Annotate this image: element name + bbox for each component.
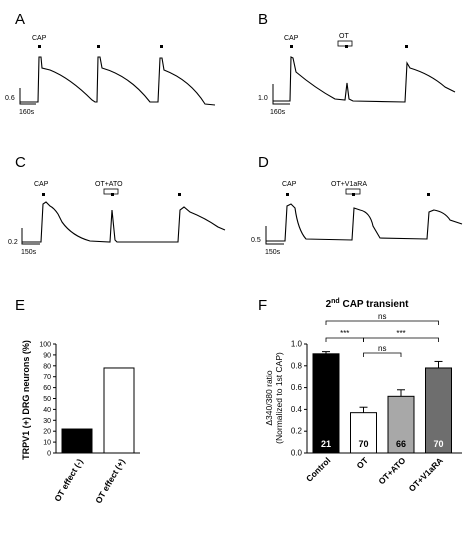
scale-x-d: 150s bbox=[265, 249, 281, 256]
f-xlabel-0: Control bbox=[304, 455, 332, 483]
otato-label-c: OT+ATO bbox=[95, 181, 123, 188]
f-ylabel-2: (Normalized to 1st CAP) bbox=[274, 352, 284, 444]
scale-y-c: 0.2 bbox=[8, 239, 18, 246]
f-title-rest: CAP transient bbox=[340, 299, 409, 310]
scale-bar-c bbox=[21, 228, 40, 245]
f-n-label-2: 66 bbox=[396, 439, 406, 449]
ot-label-b: OT bbox=[339, 33, 349, 40]
f-sig-label-2: ns bbox=[378, 344, 386, 353]
e-ytick-label-4: 40 bbox=[43, 407, 51, 414]
trace-c bbox=[22, 201, 226, 243]
e-ytick-label-0: 0 bbox=[47, 451, 51, 458]
panel-c: C CAP OT+ATO 0.2 150s bbox=[8, 154, 226, 256]
trace-a bbox=[20, 56, 216, 106]
f-sig-label-0: ns bbox=[378, 312, 386, 321]
f-ytick-label-2: 0.4 bbox=[291, 405, 303, 414]
panel-d: D CAP OT+V1aRA 0.5 150s bbox=[251, 154, 463, 256]
e-ytick-label-7: 70 bbox=[43, 374, 51, 381]
e-bar-1 bbox=[103, 367, 135, 454]
panel-b: B CAP OT 1.0 160s bbox=[258, 11, 456, 116]
f-title-main: 2 bbox=[326, 299, 332, 310]
chart-f: 0.0 0.2 0.4 0.6 0.8 1.0 21 Control 70 OT 66 OT+ATO 7… bbox=[291, 312, 462, 494]
cap-marker-d1 bbox=[286, 193, 289, 196]
f-title: 2nd CAP transient bbox=[326, 298, 410, 310]
f-sig-label-1: *** bbox=[340, 329, 349, 338]
cap-marker-b3 bbox=[405, 45, 408, 48]
cap-label-b: CAP bbox=[284, 35, 299, 42]
f-bar-0 bbox=[312, 353, 340, 454]
cap-marker-b1 bbox=[290, 45, 293, 48]
scale-x-a: 160s bbox=[19, 109, 35, 116]
f-ylabel-1: Δ340/380 ratio bbox=[264, 370, 274, 426]
f-xlabel-1: OT bbox=[354, 455, 370, 471]
panel-label-e: E bbox=[15, 297, 25, 314]
e-ytick-label-8: 80 bbox=[43, 363, 51, 370]
f-sig-bracket-3 bbox=[363, 337, 439, 342]
f-ytick-label-4: 0.8 bbox=[291, 361, 303, 370]
scale-bar-d bbox=[265, 226, 284, 245]
trace-d bbox=[266, 203, 463, 242]
cap-marker-a2 bbox=[97, 45, 100, 48]
scale-x-c: 150s bbox=[21, 249, 37, 256]
f-sig-bracket-0 bbox=[325, 320, 439, 325]
f-ytick-label-1: 0.2 bbox=[291, 427, 303, 436]
f-sig-bracket-1 bbox=[325, 337, 364, 342]
scale-bar-a bbox=[19, 88, 36, 105]
f-title-sup: nd bbox=[331, 298, 340, 305]
cap-marker-c2 bbox=[111, 193, 114, 196]
f-n-label-3: 70 bbox=[433, 439, 443, 449]
chart-e: 0 10 20 30 40 50 60 70 80 90 100 OT effect (-) OT ef… bbox=[39, 342, 140, 505]
panel-e: E TRPV1 (+) DRG neurons (%) 0 10 20 30 40 50 6… bbox=[15, 297, 140, 505]
e-xlabel-0: OT effect (-) bbox=[52, 457, 85, 503]
f-xlabel-2: OT+ATO bbox=[376, 455, 407, 486]
f-n-label-0: 21 bbox=[321, 439, 331, 449]
f-sig-label-3: *** bbox=[396, 329, 405, 338]
e-ytick-label-5: 50 bbox=[43, 396, 51, 403]
scale-y-b: 1.0 bbox=[258, 95, 268, 102]
panel-label-a: A bbox=[15, 11, 25, 28]
cap-marker-d2 bbox=[352, 193, 355, 196]
cap-marker-c3 bbox=[178, 193, 181, 196]
scale-y-d: 0.5 bbox=[251, 237, 261, 244]
panel-f: F 2nd CAP transient Δ340/380 ratio (Norm… bbox=[258, 297, 462, 494]
e-ytick-label-3: 30 bbox=[43, 418, 51, 425]
e-ytick-label-9: 90 bbox=[43, 352, 51, 359]
e-ytick-label-2: 20 bbox=[43, 429, 51, 436]
e-ylabel: TRPV1 (+) DRG neurons (%) bbox=[21, 340, 31, 460]
cap-marker-b2 bbox=[345, 45, 348, 48]
panel-label-b: B bbox=[258, 11, 268, 28]
panel-label-d: D bbox=[258, 154, 269, 171]
panel-label-c: C bbox=[15, 154, 26, 171]
scale-bar-b bbox=[272, 84, 290, 105]
trace-b bbox=[273, 56, 456, 103]
e-ytick-label-1: 10 bbox=[43, 440, 51, 447]
f-n-label-1: 70 bbox=[358, 439, 368, 449]
e-ytick-label-10: 100 bbox=[39, 342, 51, 349]
cap-label-c: CAP bbox=[34, 181, 49, 188]
f-ytick-label-3: 0.6 bbox=[291, 383, 303, 392]
cap-marker-a1 bbox=[38, 45, 41, 48]
f-sig-bracket-2 bbox=[363, 352, 402, 357]
e-ytick-label-6: 60 bbox=[43, 385, 51, 392]
f-xlabel-3: OT+V1aRA bbox=[407, 455, 445, 493]
f-ytick-label-5: 1.0 bbox=[291, 340, 303, 349]
cap-marker-a3 bbox=[160, 45, 163, 48]
scale-x-b: 160s bbox=[270, 109, 286, 116]
panel-a: A CAP 0.6 160s bbox=[5, 11, 216, 116]
e-bar-0 bbox=[61, 428, 93, 454]
panel-label-f: F bbox=[258, 297, 267, 314]
f-ytick-label-0: 0.0 bbox=[291, 449, 303, 458]
f-bar-1 bbox=[350, 412, 377, 454]
scale-y-a: 0.6 bbox=[5, 95, 15, 102]
otv1ara-label-d: OT+V1aRA bbox=[331, 181, 367, 188]
cap-marker-c1 bbox=[42, 193, 45, 196]
cap-marker-d3 bbox=[427, 193, 430, 196]
cap-label-a: CAP bbox=[32, 35, 47, 42]
cap-label-d: CAP bbox=[282, 181, 297, 188]
e-xlabel-1: OT effect (+) bbox=[93, 457, 127, 505]
